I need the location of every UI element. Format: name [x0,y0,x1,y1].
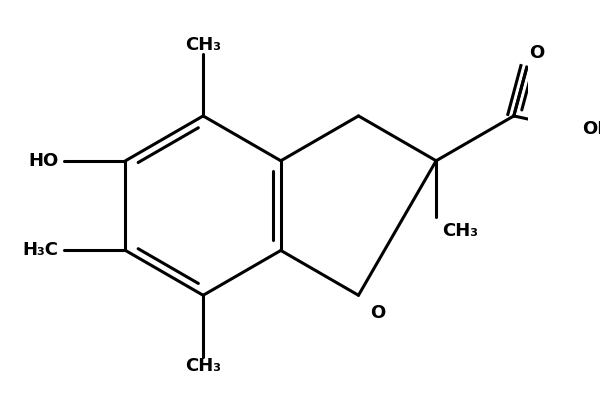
Text: O: O [529,44,544,62]
Text: O: O [370,304,385,322]
Text: CH₃: CH₃ [185,36,221,54]
Text: CH₃: CH₃ [442,222,478,240]
Text: H₃C: H₃C [22,242,58,260]
Text: HO: HO [28,152,58,170]
Text: OH: OH [583,120,600,138]
Text: CH₃: CH₃ [185,357,221,375]
